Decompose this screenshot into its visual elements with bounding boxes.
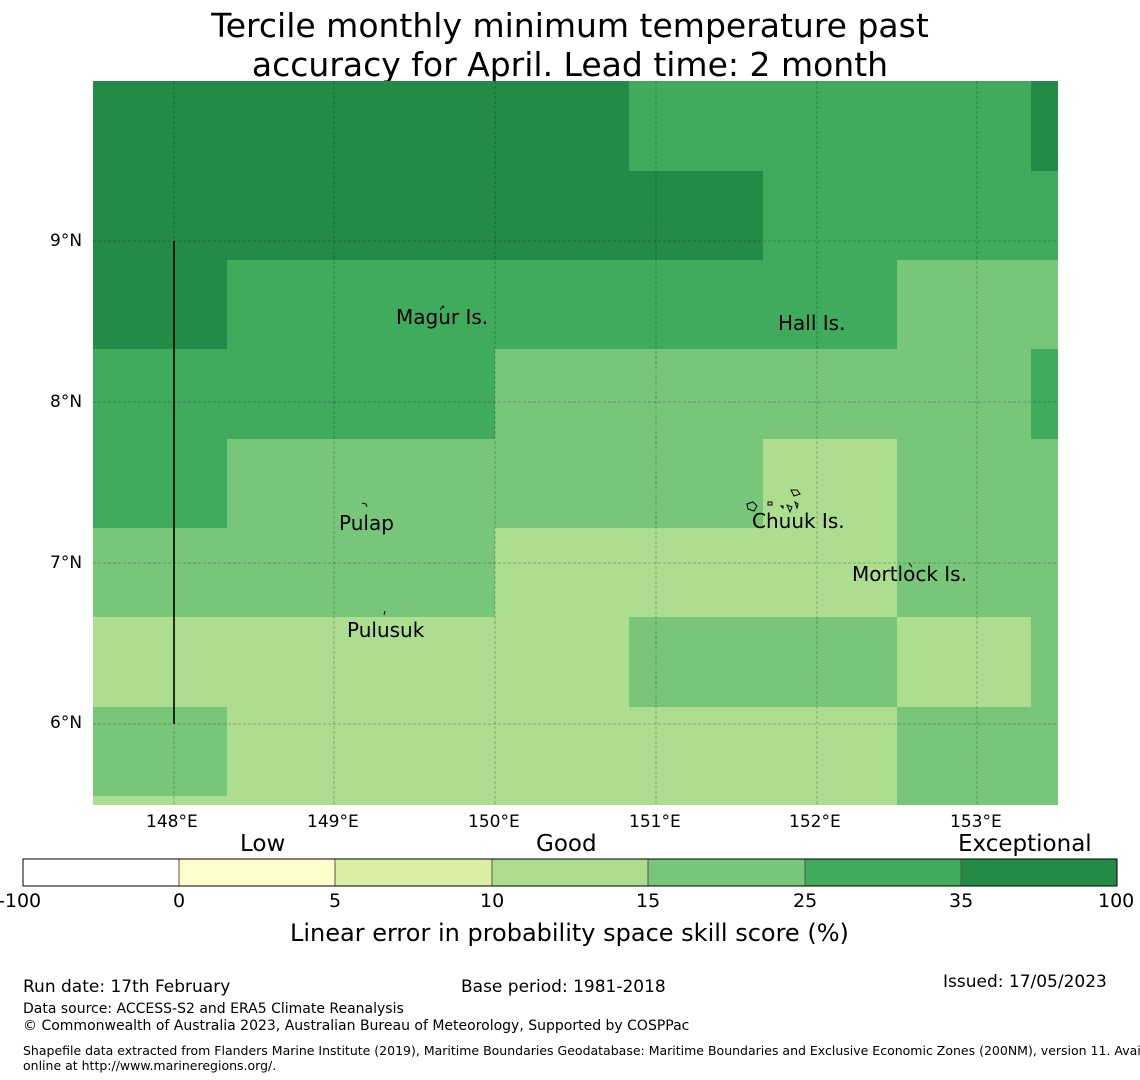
shapefile-credit-line2: online at http://www.marineregions.org/. — [23, 1058, 277, 1073]
run-date: Run date: 17th February — [23, 977, 231, 997]
cell-row3-left — [93, 260, 227, 349]
cell-row6-left — [93, 528, 495, 617]
colorbar-tick: 5 — [329, 890, 342, 912]
cell-row9-right — [897, 796, 1058, 805]
cell-row5 — [93, 439, 1058, 528]
lon-label-152e: 152°E — [789, 812, 841, 832]
chart-title-line2: accuracy for April. Lead time: 2 month — [251, 45, 889, 84]
colorbar-category-exceptional: Exceptional — [958, 831, 1092, 857]
cell-row1-right — [629, 81, 1031, 171]
colorbar-tick: 35 — [949, 890, 974, 912]
colorbar-tick: 0 — [173, 890, 186, 912]
lat-label-6n: 6°N — [50, 713, 83, 733]
place-hall: Hall Is. — [778, 311, 846, 335]
lat-label-8n: 8°N — [50, 392, 83, 412]
base-period: Base period: 1981-2018 — [461, 977, 666, 997]
lon-label-150e: 150°E — [468, 812, 520, 832]
place-pulusuk: Pulusuk — [347, 618, 425, 642]
cell-row5-left — [93, 439, 227, 528]
cell-row7 — [93, 617, 1058, 707]
lon-label-148e: 148°E — [146, 812, 198, 832]
cell-row4-left — [93, 349, 495, 439]
colorbar-tick: 25 — [793, 890, 818, 912]
cell-row2-right — [763, 171, 1058, 260]
colorbar-tick: 100 — [1098, 890, 1135, 912]
lat-label-9n: 9°N — [50, 231, 83, 251]
colorbar-category-good: Good — [536, 831, 597, 857]
colorbar-tick: 10 — [480, 890, 505, 912]
place-magur: Magur Is. — [396, 305, 489, 329]
issued-date: Issued: 17/05/2023 — [943, 972, 1107, 992]
place-mortlock: Mortlock Is. — [852, 562, 967, 586]
cell-row4-far — [1031, 349, 1058, 439]
cell-row5-chuuk — [763, 439, 897, 528]
colorbar — [22, 858, 1118, 887]
cell-row9 — [93, 796, 1058, 805]
place-chuuk: Chuuk Is. — [752, 509, 845, 533]
colorbar-tick: -100 — [0, 890, 42, 912]
lon-label-149e: 149°E — [307, 812, 359, 832]
cell-row2 — [93, 171, 763, 260]
cell-row8-right — [897, 707, 1058, 796]
lon-label-153e: 153°E — [950, 812, 1002, 832]
shapefile-credit-line1: Shapefile data extracted from Flanders M… — [23, 1043, 1140, 1058]
lon-label-151e: 151°E — [629, 812, 681, 832]
copyright: © Commonwealth of Australia 2023, Austra… — [23, 1018, 690, 1034]
skill-grid — [93, 81, 1058, 805]
colorbar-tick: 15 — [636, 890, 661, 912]
cell-row1-far — [1031, 81, 1058, 171]
gridlines — [93, 81, 1058, 805]
cell-row3-right — [897, 260, 1058, 349]
lat-label-7n: 7°N — [50, 553, 83, 573]
cell-row7-mid — [629, 617, 897, 707]
chart-title-line1: Tercile monthly minimum temperature past — [211, 6, 929, 45]
colorbar-category-low: Low — [240, 831, 286, 857]
cell-row7-far — [1031, 617, 1058, 707]
place-pulap: Pulap — [339, 511, 394, 535]
cell-row8-left — [93, 707, 227, 796]
data-source: Data source: ACCESS-S2 and ERA5 Climate … — [23, 1001, 404, 1017]
island-outlines — [361, 305, 913, 616]
cell-row6-right — [897, 528, 1058, 617]
colorbar-title: Linear error in probability space skill … — [290, 919, 849, 947]
